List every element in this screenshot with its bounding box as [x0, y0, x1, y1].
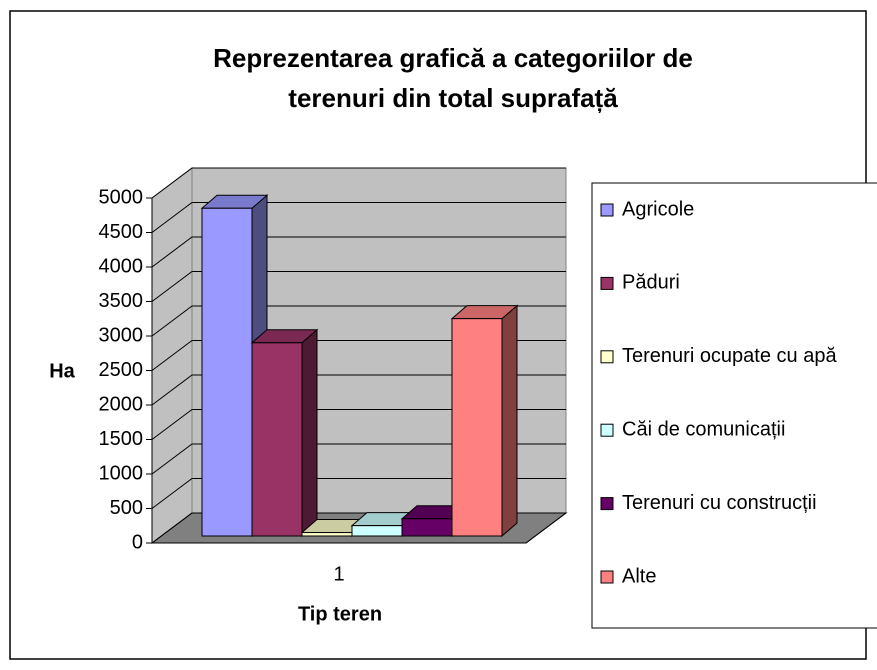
legend-label: Căi de comunicații — [622, 418, 785, 440]
y-tick-label: 1500 — [99, 428, 144, 450]
y-tick-label: 4500 — [99, 221, 144, 243]
bar-front — [401, 518, 453, 537]
x-axis-label: Tip teren — [298, 603, 382, 625]
grid-line — [151, 305, 566, 337]
grid-line — [151, 374, 566, 406]
legend-label: Terenuri ocupate cu apă — [622, 345, 837, 367]
y-tick-label: 2000 — [99, 393, 144, 415]
y-tick-label: 5000 — [99, 186, 144, 208]
bar — [450, 304, 519, 538]
bar-front — [201, 207, 253, 537]
legend-label: Agricole — [622, 198, 694, 220]
bar-side — [501, 304, 518, 538]
legend-label: Terenuri cu construcții — [622, 492, 817, 514]
legend-box — [591, 182, 877, 629]
grid-line — [151, 167, 566, 199]
y-tick-label: 1000 — [99, 462, 144, 484]
chart-title: Reprezentarea grafică a categoriilor de t… — [213, 43, 693, 113]
grid-line — [151, 443, 566, 475]
y-tick-label: 4000 — [99, 255, 144, 277]
grid-line — [151, 271, 566, 302]
grid-line — [151, 409, 566, 440]
legend-swatch — [600, 570, 614, 584]
grid-line — [151, 202, 566, 233]
legend-swatch — [600, 276, 614, 290]
bar-front — [301, 532, 353, 537]
bar-front — [351, 525, 403, 537]
legend-swatch — [600, 203, 614, 217]
floor-edge — [525, 512, 567, 544]
y-tick-label: 2500 — [99, 359, 144, 381]
legend-swatch — [600, 350, 614, 364]
bar-side — [301, 328, 318, 538]
bar-front — [451, 318, 503, 537]
y-tick-label: 3500 — [99, 290, 144, 312]
y-tick-label: 0 — [132, 531, 143, 553]
legend-label: Alte — [622, 565, 656, 587]
y-tick-label: 3000 — [99, 324, 144, 346]
y-axis-label: Ha — [49, 360, 75, 382]
bar-front — [251, 342, 303, 537]
legend-swatch — [600, 497, 614, 511]
y-tick-label: 500 — [110, 497, 143, 519]
bar — [250, 328, 319, 538]
grid-line — [151, 478, 566, 509]
grid-line — [151, 236, 566, 268]
grid-line — [151, 340, 566, 371]
x-tick-label: 1 — [333, 563, 344, 585]
legend-swatch — [600, 423, 614, 437]
legend-label: Păduri — [622, 272, 680, 294]
